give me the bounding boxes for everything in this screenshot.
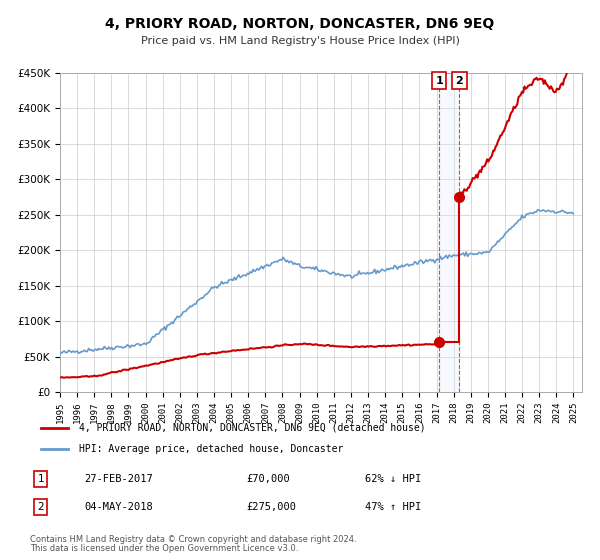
Text: 47% ↑ HPI: 47% ↑ HPI [365, 502, 421, 512]
Text: This data is licensed under the Open Government Licence v3.0.: This data is licensed under the Open Gov… [30, 544, 298, 553]
Text: 1: 1 [37, 474, 44, 484]
Text: £275,000: £275,000 [246, 502, 296, 512]
Text: 2: 2 [455, 76, 463, 86]
Text: Contains HM Land Registry data © Crown copyright and database right 2024.: Contains HM Land Registry data © Crown c… [30, 535, 356, 544]
Text: 27-FEB-2017: 27-FEB-2017 [84, 474, 153, 484]
Text: £70,000: £70,000 [246, 474, 290, 484]
Text: 4, PRIORY ROAD, NORTON, DONCASTER, DN6 9EQ: 4, PRIORY ROAD, NORTON, DONCASTER, DN6 9… [106, 17, 494, 31]
Text: 1: 1 [436, 76, 443, 86]
Text: 2: 2 [37, 502, 44, 512]
Bar [439, 73, 460, 392]
Text: 4, PRIORY ROAD, NORTON, DONCASTER, DN6 9EQ (detached house): 4, PRIORY ROAD, NORTON, DONCASTER, DN6 9… [79, 423, 425, 433]
Text: 62% ↓ HPI: 62% ↓ HPI [365, 474, 421, 484]
Text: 04-MAY-2018: 04-MAY-2018 [84, 502, 153, 512]
Text: Price paid vs. HM Land Registry's House Price Index (HPI): Price paid vs. HM Land Registry's House … [140, 36, 460, 46]
Text: HPI: Average price, detached house, Doncaster: HPI: Average price, detached house, Donc… [79, 444, 343, 454]
